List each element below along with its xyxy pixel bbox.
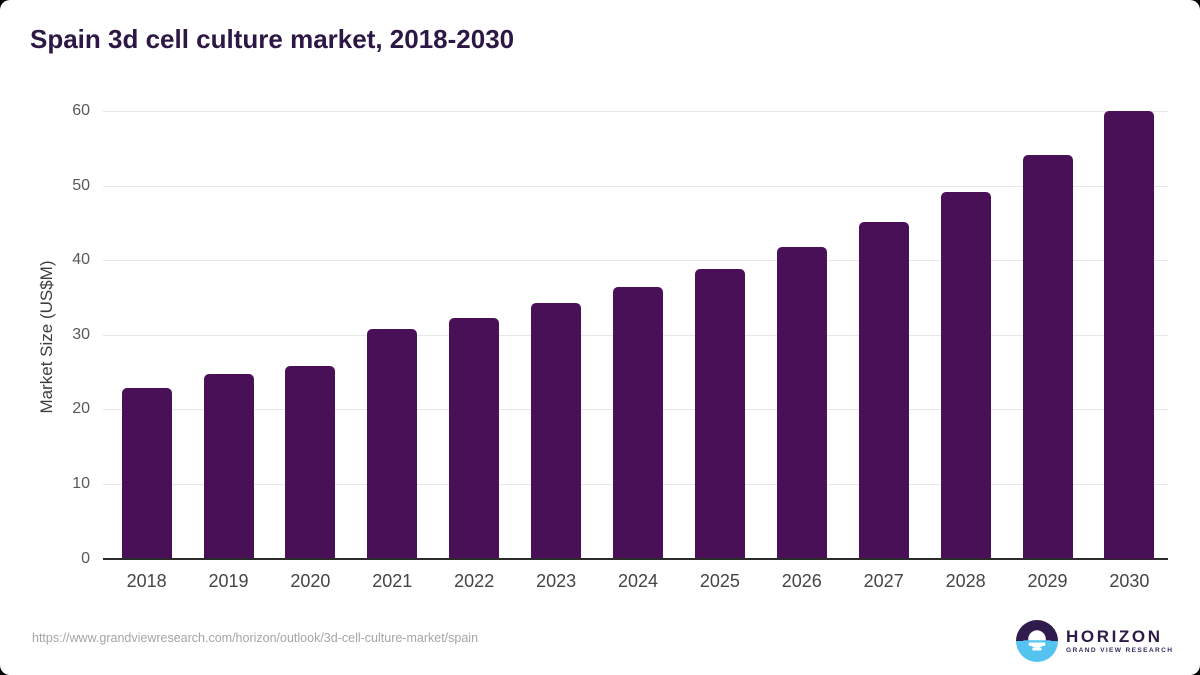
x-tick-label-2025: 2025 <box>699 571 740 591</box>
source-url: https://www.grandviewresearch.com/horizo… <box>32 631 479 645</box>
x-tick-label-2023: 2023 <box>536 571 577 591</box>
x-tick-label-2022: 2022 <box>454 571 495 591</box>
x-tick-label-2018: 2018 <box>126 571 167 591</box>
bar-2025 <box>694 269 745 559</box>
y-tick-label-0: 0 <box>81 549 90 567</box>
x-tick-label-2029: 2029 <box>1027 571 1068 591</box>
x-tick-label-2024: 2024 <box>617 571 659 591</box>
x-axis-line <box>103 557 1168 560</box>
logo-text-block: HORIZON GRAND VIEW RESEARCH <box>1066 628 1173 655</box>
bar-2026 <box>776 247 827 559</box>
x-tick-label-2020: 2020 <box>290 571 331 591</box>
bar-2019 <box>203 373 254 559</box>
gridline-y-40 <box>103 260 1168 262</box>
bar-2029 <box>1022 155 1073 559</box>
x-tick-label-2021: 2021 <box>372 571 413 591</box>
gridline-y-60 <box>103 111 1168 112</box>
bar-2023 <box>531 302 582 559</box>
bar-2018 <box>121 388 172 559</box>
bar-2030 <box>1104 111 1155 559</box>
x-tick-label-2028: 2028 <box>945 571 986 591</box>
bar-2022 <box>449 317 500 559</box>
y-tick-label-40: 40 <box>72 251 90 269</box>
x-tick-label-2019: 2019 <box>208 571 249 591</box>
bar-2024 <box>613 287 663 559</box>
y-tick-label-10: 10 <box>72 474 90 492</box>
chart-title: Spain 3d cell culture market, 2018-2030 <box>30 24 515 54</box>
bar-2027 <box>858 222 909 559</box>
y-tick-label-50: 50 <box>72 176 90 194</box>
x-tick-label-2027: 2027 <box>863 571 904 591</box>
bar-2021 <box>367 328 418 559</box>
logo-wordmark: HORIZON <box>1066 626 1163 646</box>
logo-subtext: GRAND VIEW RESEARCH <box>1066 646 1174 654</box>
y-tick-label-20: 20 <box>72 400 90 418</box>
x-tick-label-2030: 2030 <box>1109 571 1150 591</box>
horizon-sunset-icon <box>1016 620 1058 662</box>
y-tick-label-30: 30 <box>72 325 90 343</box>
x-tick-label-2026: 2026 <box>781 571 822 591</box>
bar-2028 <box>940 191 991 559</box>
y-tick-label-60: 60 <box>72 102 90 119</box>
gridline-y-50 <box>103 185 1168 187</box>
bar-2020 <box>285 366 336 559</box>
horizon-logo: HORIZON GRAND VIEW RESEARCH <box>1016 620 1173 662</box>
